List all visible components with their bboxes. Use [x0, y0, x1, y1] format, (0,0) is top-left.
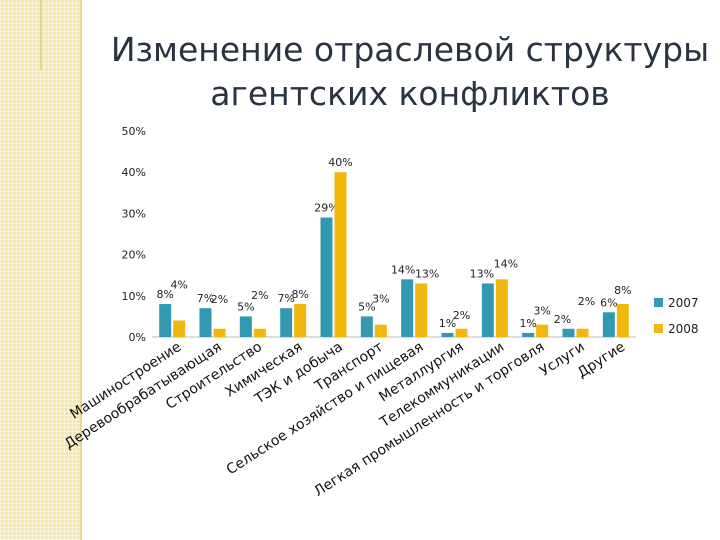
data-label-2007: 7%	[197, 292, 214, 305]
bar-2007	[360, 316, 373, 337]
page-title: Изменение отраслевой структуры агентских…	[100, 28, 720, 116]
bar-2008	[576, 328, 589, 337]
legend-swatch-2008	[654, 324, 663, 333]
bar-2008	[415, 283, 428, 337]
data-label-2008: 14%	[494, 257, 518, 270]
bar-2008	[253, 328, 266, 337]
bar-2007	[280, 308, 293, 337]
bar-2008	[455, 328, 468, 337]
bar-2008	[173, 320, 186, 337]
bar-2008	[294, 304, 307, 337]
corner-accent-line	[40, 0, 42, 70]
data-label-2007: 6%	[600, 296, 617, 309]
bar-2007	[199, 308, 212, 337]
data-label-2008: 13%	[415, 267, 439, 280]
bar-2007	[239, 316, 252, 337]
bar-2008	[213, 328, 226, 337]
decorative-side-strip	[0, 0, 80, 540]
data-label-2008: 3%	[372, 293, 389, 306]
bar-2007	[159, 304, 172, 337]
category-label: Деревообрабатывающая	[62, 339, 225, 453]
data-label-2008: 8%	[614, 284, 631, 297]
data-label-2008: 3%	[533, 305, 550, 318]
y-tick-label: 50%	[122, 125, 146, 138]
data-label-2007: 1%	[519, 317, 536, 330]
legend-swatch-2007	[654, 298, 663, 307]
y-tick-label: 30%	[122, 207, 146, 220]
data-label-2008: 2%	[251, 289, 268, 302]
bar-2007	[522, 332, 535, 337]
y-tick-label: 20%	[122, 249, 146, 262]
legend-label-2008: 2008	[668, 322, 699, 336]
data-label-2008: 4%	[170, 279, 187, 292]
y-tick-label: 10%	[122, 290, 146, 303]
data-label-2008: 2%	[211, 293, 228, 306]
data-label-2008: 2%	[578, 295, 595, 308]
bar-2008	[495, 279, 508, 337]
data-label-2007: 14%	[391, 263, 415, 276]
y-tick-label: 0%	[129, 331, 146, 344]
y-tick-label: 40%	[122, 166, 146, 179]
bar-2007	[481, 283, 494, 337]
bar-2007	[441, 332, 454, 337]
bar-2007	[320, 217, 333, 337]
data-label-2007: 8%	[156, 288, 173, 301]
bar-2008	[616, 304, 629, 337]
bar-2008	[536, 324, 549, 337]
data-label-2007: 1%	[439, 317, 456, 330]
data-label-2007: 13%	[470, 267, 494, 280]
data-label-2007: 29%	[314, 202, 338, 215]
bar-2008	[334, 172, 347, 337]
data-label-2007: 5%	[237, 300, 254, 313]
bar-2007	[562, 328, 575, 337]
bar-2007	[401, 279, 414, 337]
legend-label-2007: 2007	[668, 296, 699, 310]
data-label-2008: 40%	[328, 156, 352, 169]
bar-2008	[374, 324, 387, 337]
data-label-2007: 2%	[554, 313, 571, 326]
bar-2007	[602, 312, 615, 337]
title-line-1: Изменение отраслевой структуры	[110, 30, 710, 69]
side-divider-line	[80, 0, 82, 540]
data-label-2007: 5%	[358, 300, 375, 313]
title-line-2: агентских конфликтов	[210, 74, 610, 113]
data-label-2008: 8%	[291, 288, 308, 301]
data-label-2007: 7%	[277, 292, 294, 305]
data-label-2008: 2%	[453, 309, 470, 322]
